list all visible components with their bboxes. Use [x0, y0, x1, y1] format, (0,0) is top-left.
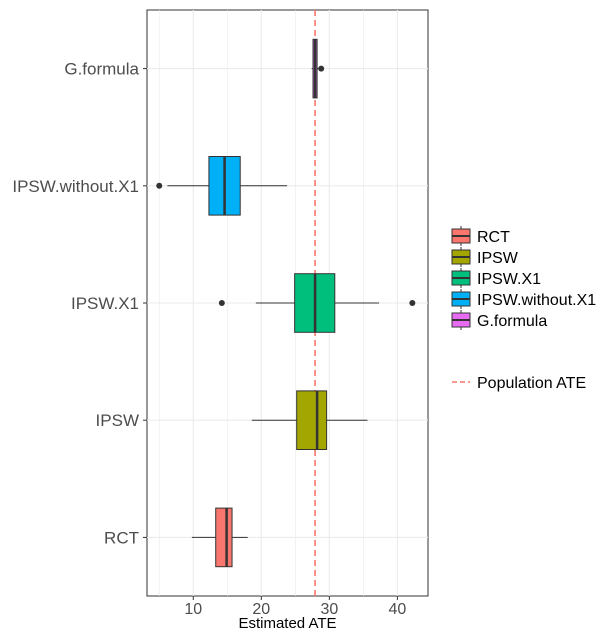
box-rct: [191, 507, 248, 568]
outlier-point: [409, 300, 416, 306]
outlier-point: [156, 182, 163, 189]
axes-layer: 10 20 30 40 G.formula IPSW.without.X1 IPSW.X1 I…: [12, 60, 406, 618]
box-ipsw-x1: [218, 273, 416, 333]
legend-item: IPSW: [451, 247, 519, 267]
legend-label: IPSW.X1: [477, 271, 541, 288]
x-tick-label: 40: [388, 601, 406, 618]
legend-item: RCT: [451, 226, 510, 246]
legend-label: G.formula: [477, 313, 547, 330]
legend-label-reference: Population ATE: [477, 375, 586, 392]
y-tick-label: G.formula: [64, 60, 139, 79]
box-iqr: [296, 390, 328, 450]
box-ipsw-without-x1: [156, 156, 288, 216]
x-tick-label: 30: [320, 601, 338, 618]
box-ipsw: [251, 390, 368, 450]
y-tick-label: IPSW.X1: [71, 294, 139, 313]
x-axis-title: Estimated ATE: [238, 615, 336, 632]
y-tick-label: IPSW.without.X1: [12, 177, 139, 196]
boxes-layer: [156, 38, 416, 568]
legend-item-reference: Population ATE: [452, 375, 586, 392]
legend-item: G.formula: [451, 310, 547, 330]
legend: RCT IPSW IPSW.X1 IPSW.without.X1 G.formula Po…: [451, 226, 596, 392]
y-tick-label: IPSW: [96, 411, 139, 430]
x-tick-label: 20: [252, 601, 270, 618]
y-tick-label: RCT: [104, 528, 139, 547]
legend-label: IPSW: [477, 250, 519, 267]
legend-label: RCT: [477, 229, 510, 246]
box-g-formula: [311, 38, 325, 99]
x-tick-label: 10: [184, 601, 202, 618]
outlier-point: [218, 300, 225, 306]
legend-item: IPSW.X1: [451, 268, 541, 288]
legend-label: IPSW.without.X1: [477, 292, 596, 309]
outlier-point: [318, 65, 325, 72]
box-iqr: [215, 507, 233, 568]
legend-item: IPSW.without.X1: [451, 289, 596, 309]
